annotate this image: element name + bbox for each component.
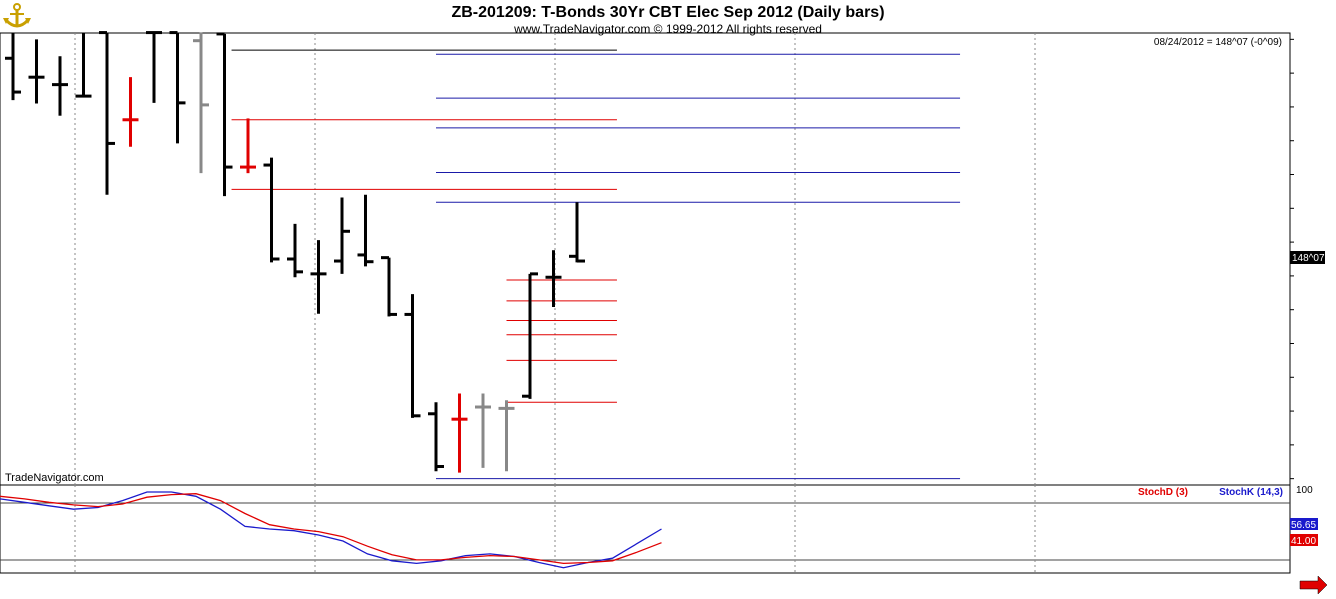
current-price-label: 148^07	[1292, 253, 1325, 264]
stoch-k-line	[0, 491, 662, 569]
ohlc-bar	[451, 393, 468, 473]
ohlc-bar	[99, 31, 115, 195]
ohlc-bar	[287, 223, 303, 278]
ohlc-bar	[146, 31, 162, 103]
anchor-logo-icon[interactable]	[2, 2, 32, 30]
ohlc-bar	[5, 32, 21, 101]
ohlc-bar	[334, 197, 350, 274]
stoch-axis-100: 100	[1296, 485, 1313, 496]
legend-stoch-k: StochK (14,3)	[1219, 487, 1283, 498]
ohlc-bar	[381, 256, 397, 317]
copyright-text: www.TradeNavigator.com © 1999-2012 All r…	[513, 22, 822, 36]
stoch-d-marker	[1290, 534, 1318, 546]
ohlc-bar	[569, 202, 585, 263]
stoch-d-value: 41.00	[1291, 536, 1316, 547]
ohlc-bar	[428, 402, 444, 472]
ohlc-bar	[357, 194, 374, 267]
ohlc-bar	[475, 393, 491, 468]
legend-stoch-d: StochD (3)	[1138, 487, 1188, 498]
ohlc-bar	[122, 77, 139, 147]
ohlc-bar	[193, 32, 209, 174]
ohlc-bar	[404, 294, 421, 418]
ohlc-bar	[263, 157, 280, 263]
stoch-d-line	[0, 493, 662, 565]
watermark-text: TradeNavigator.com	[5, 472, 104, 484]
ohlc-bar	[216, 32, 233, 197]
ohlc-bar	[28, 39, 45, 104]
ohlc-bar	[498, 400, 515, 472]
chart-title: ZB-201209: T-Bonds 30Yr CBT Elec Sep 201…	[451, 4, 884, 21]
ohlc-bar	[75, 32, 92, 98]
ohlc-bar	[522, 272, 538, 399]
ohlc-bar	[52, 56, 68, 116]
ohlc-bar	[545, 250, 562, 307]
right-arrow-icon[interactable]	[1299, 575, 1328, 595]
ohlc-bar	[169, 31, 186, 144]
stoch-k-marker	[1290, 518, 1318, 530]
ohlc-bar	[240, 118, 256, 174]
current-price-marker	[1290, 251, 1325, 264]
last-price-note: 08/24/2012 = 148^07 (-0^09)	[1154, 37, 1282, 48]
stoch-k-value: 56.65	[1291, 520, 1316, 531]
ohlc-bar	[310, 240, 327, 314]
